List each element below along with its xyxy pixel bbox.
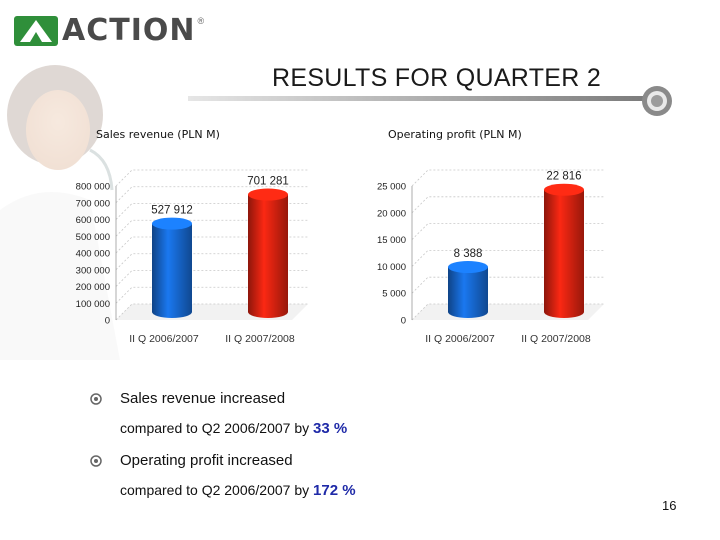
bullet-text: Sales revenue increased <box>120 390 286 407</box>
bar-body <box>448 267 488 318</box>
y-tick-label: 800 000 <box>76 182 110 193</box>
logo-registered-mark: ® <box>197 16 205 26</box>
y-tick-label: 0 <box>105 316 110 327</box>
bar-top <box>152 217 192 230</box>
bullet-item: Operating profit increased <box>90 452 293 469</box>
bullet-subtext-line: compared to Q2 2006/2007 by <box>120 420 314 436</box>
y-tick-label: 0 <box>401 316 406 327</box>
sales-chart-title: Sales revenue (PLN M) <box>96 128 220 141</box>
bar-value-label: 22 816 <box>546 171 581 183</box>
sales-revenue-chart: 0 100 000 200 000 300 000 400 000 500 000 600 … <box>76 169 308 345</box>
bullet-subtext: compared to Q2 2006/2007 by 172 % <box>120 482 356 499</box>
x-category-label: II Q 2006/2007 <box>129 333 199 345</box>
title-knob-icon <box>642 86 672 116</box>
y-tick-label: 15 000 <box>377 235 406 246</box>
bar-value-label: 701 281 <box>247 176 289 188</box>
y-tick-label: 600 000 <box>76 215 110 226</box>
background-person-image <box>0 65 120 360</box>
bullet-circle-icon <box>90 392 102 405</box>
bullet-subtext: compared to Q2 2006/2007 by 33 % <box>120 420 347 437</box>
x-category-label: II Q 2007/2008 <box>521 333 591 345</box>
x-category-label: II Q 2007/2008 <box>225 333 295 345</box>
bar-body <box>248 194 288 318</box>
y-tick-label: 300 000 <box>76 265 110 276</box>
y-tick-label: 5 000 <box>382 289 406 300</box>
action-logo-mark-icon <box>14 16 58 46</box>
bullet-circle-icon <box>90 454 102 467</box>
bullet-subtext-line: compared to Q2 2006/2007 by <box>120 482 314 498</box>
profit-increase-percent: 172 % <box>313 482 356 499</box>
y-tick-label: 700 000 <box>76 198 110 209</box>
page-number: 16 <box>662 498 677 513</box>
bar-top <box>248 188 288 201</box>
logo-text: ACTION <box>62 13 196 48</box>
operating-profit-chart: 0 5 000 10 000 15 000 20 000 25 000 8 388 II Q … <box>377 169 604 345</box>
y-tick-label: 100 000 <box>76 299 110 310</box>
y-tick-label: 25 000 <box>377 182 406 193</box>
x-category-label: II Q 2006/2007 <box>425 333 495 345</box>
y-tick-label: 400 000 <box>76 249 110 260</box>
y-tick-label: 10 000 <box>377 262 406 273</box>
page-title: RESULTS FOR QUARTER 2 <box>272 64 602 92</box>
bar-body <box>152 223 192 318</box>
bar-value-label: 527 912 <box>151 205 193 217</box>
y-tick-label: 200 000 <box>76 282 110 293</box>
profit-chart-title: Operating profit (PLN M) <box>388 128 522 141</box>
bullet-text: Operating profit increased <box>120 452 293 469</box>
brand-logo: ACTION ® <box>14 16 204 46</box>
bar-body <box>544 189 584 318</box>
sales-increase-percent: 33 % <box>313 420 348 437</box>
bullet-item: Sales revenue increased <box>90 390 285 407</box>
bar-top <box>544 183 584 196</box>
y-tick-label: 20 000 <box>377 208 406 219</box>
bar-value-label: 8 388 <box>454 248 483 260</box>
y-tick-label: 500 000 <box>76 232 110 243</box>
bar-top <box>448 261 488 274</box>
title-underline <box>188 96 652 101</box>
